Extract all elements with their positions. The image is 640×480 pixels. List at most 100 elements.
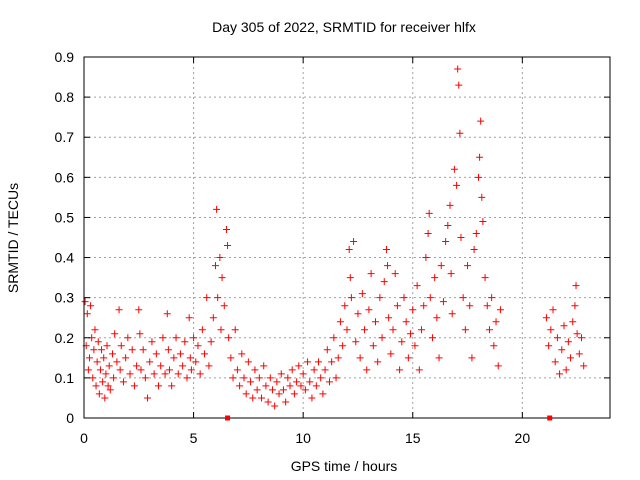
data-point — [231, 326, 239, 334]
data-point — [485, 326, 493, 334]
data-point — [575, 350, 583, 358]
data-point — [396, 366, 404, 374]
y-tick-label: 0.7 — [55, 129, 75, 145]
data-point — [447, 270, 455, 278]
data-point — [442, 238, 450, 246]
axis-marker — [225, 415, 231, 421]
data-point — [242, 390, 250, 398]
data-point — [165, 366, 173, 374]
data-point — [168, 382, 176, 390]
data-point — [409, 306, 417, 314]
x-tick-label: 10 — [295, 430, 311, 446]
data-point — [376, 294, 384, 302]
data-point — [415, 366, 423, 374]
data-point — [172, 334, 180, 342]
data-point — [96, 366, 104, 374]
data-point — [288, 366, 296, 374]
data-point — [365, 306, 373, 314]
data-point — [456, 129, 464, 137]
data-point — [144, 394, 152, 402]
data-point — [371, 318, 379, 326]
data-point — [225, 334, 233, 342]
data-point — [216, 254, 224, 262]
data-point — [556, 370, 564, 378]
data-point — [205, 362, 213, 370]
data-point — [481, 274, 489, 282]
y-tick-label: 0 — [66, 410, 74, 426]
data-point — [275, 390, 283, 398]
data-point — [130, 382, 138, 390]
y-tick-label: 0.6 — [55, 169, 75, 185]
data-point — [470, 246, 478, 254]
data-point — [146, 358, 154, 366]
data-point — [163, 310, 171, 318]
data-point — [433, 314, 441, 322]
data-point — [273, 378, 281, 386]
data-point — [214, 294, 222, 302]
data-point — [425, 209, 433, 217]
data-point — [108, 350, 116, 358]
data-point — [488, 294, 496, 302]
data-point — [334, 354, 342, 362]
data-point — [113, 358, 121, 366]
data-point — [207, 338, 215, 346]
data-point — [354, 310, 362, 318]
y-tick-label: 0.5 — [55, 209, 75, 225]
data-point — [378, 334, 386, 342]
data-point — [213, 205, 221, 213]
data-point — [240, 374, 248, 382]
data-point — [315, 358, 323, 366]
grid-lines — [84, 57, 610, 418]
data-point — [325, 378, 333, 386]
data-point — [393, 302, 401, 310]
data-point — [277, 370, 285, 378]
data-point — [83, 310, 91, 318]
data-point — [290, 390, 298, 398]
data-point — [564, 338, 572, 346]
data-point — [367, 270, 375, 278]
data-point — [227, 354, 235, 362]
data-point — [301, 386, 309, 394]
data-point — [224, 242, 232, 250]
data-point — [551, 358, 559, 366]
y-tick-labels: 0 0.1 0.2 0.3 0.4 0.5 0.6 0.7 0.8 0.9 — [55, 49, 75, 426]
data-point — [251, 366, 259, 374]
data-point — [343, 326, 351, 334]
data-point — [249, 394, 257, 402]
data-point — [90, 346, 98, 354]
data-point — [157, 362, 165, 370]
data-point — [542, 314, 550, 322]
data-point — [567, 354, 575, 362]
data-point — [446, 201, 454, 209]
data-point — [468, 354, 476, 362]
x-tick-label: 15 — [405, 430, 421, 446]
data-point — [89, 374, 97, 382]
y-tick-label: 0.9 — [55, 49, 75, 65]
data-point — [183, 374, 191, 382]
data-point — [152, 350, 160, 358]
data-point — [119, 378, 127, 386]
data-point — [374, 358, 382, 366]
data-point — [196, 370, 204, 378]
data-point — [105, 362, 113, 370]
data-point — [453, 181, 461, 189]
data-point — [350, 238, 358, 246]
data-point — [117, 342, 125, 350]
data-point — [341, 302, 349, 310]
data-point — [459, 294, 467, 302]
data-point — [400, 294, 408, 302]
data-point — [103, 342, 111, 350]
data-point — [141, 374, 149, 382]
data-point — [479, 217, 487, 225]
data-point — [361, 326, 369, 334]
y-tick-label: 0.1 — [55, 370, 75, 386]
data-point — [424, 229, 432, 237]
data-point — [150, 370, 158, 378]
data-point — [174, 370, 182, 378]
data-point — [128, 346, 136, 354]
data-point — [380, 278, 388, 286]
data-point — [317, 374, 325, 382]
data-point — [106, 386, 114, 394]
data-point — [431, 274, 439, 282]
data-point — [181, 338, 189, 346]
